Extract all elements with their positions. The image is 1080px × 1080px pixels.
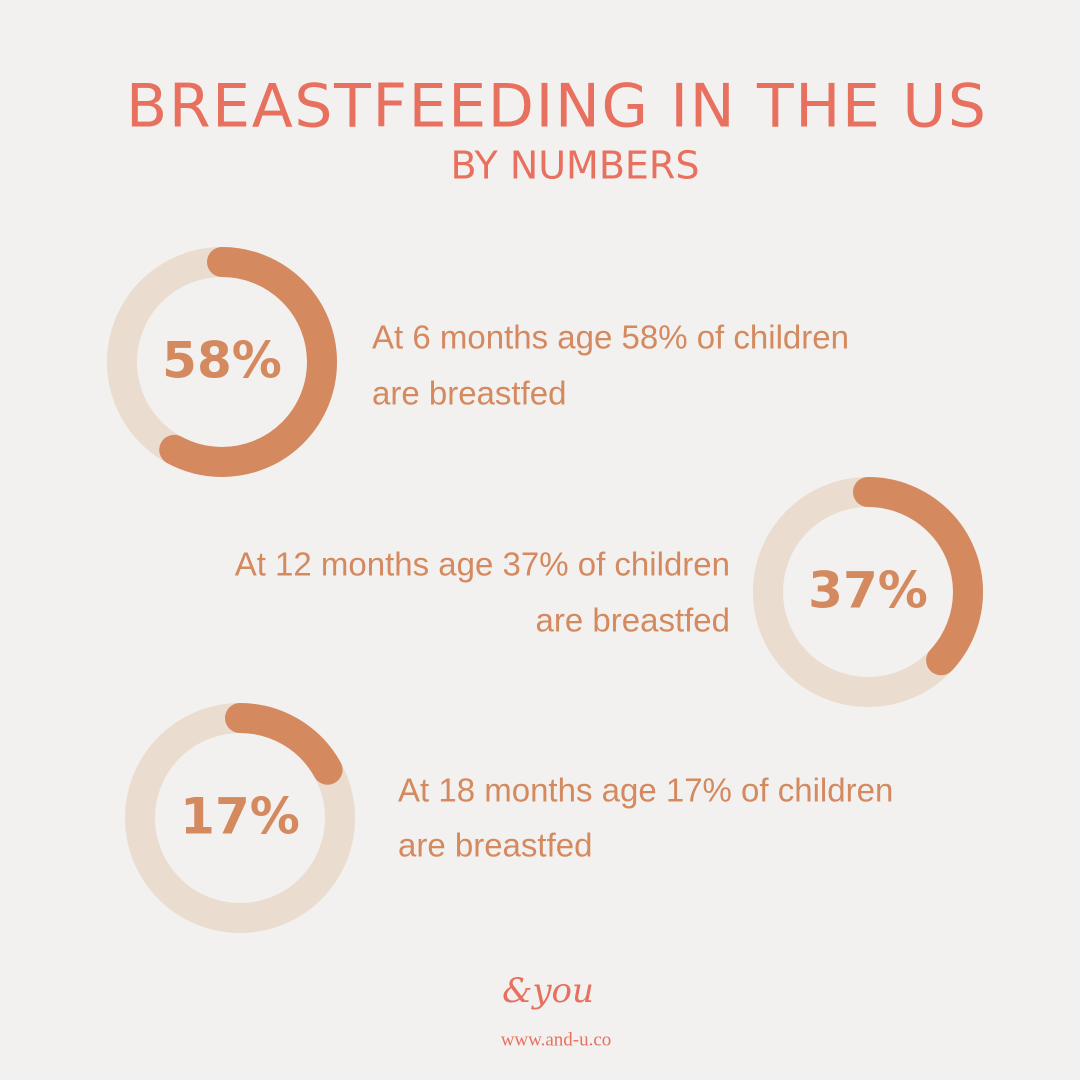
- title: BREASTFEEDING IN THE US: [126, 72, 986, 142]
- logo: &you: [502, 971, 594, 1011]
- caption: are breastfed: [536, 602, 730, 639]
- percent-label: 37%: [808, 562, 928, 620]
- percent-label: 58%: [162, 332, 282, 390]
- donut-arc: [107, 247, 337, 477]
- website[interactable]: www.and-u.co: [501, 1029, 612, 1050]
- caption: are breastfed: [398, 827, 592, 864]
- percent-label: 17%: [180, 788, 300, 846]
- donut-arc: [753, 477, 983, 707]
- caption: At 18 months age 17% of children: [398, 772, 893, 809]
- caption: At 6 months age 58% of children: [372, 319, 849, 356]
- caption: At 12 months age 37% of children: [235, 546, 730, 583]
- subtitle: BY NUMBERS: [451, 144, 700, 188]
- donut-arc: [125, 703, 355, 933]
- caption: are breastfed: [372, 375, 566, 412]
